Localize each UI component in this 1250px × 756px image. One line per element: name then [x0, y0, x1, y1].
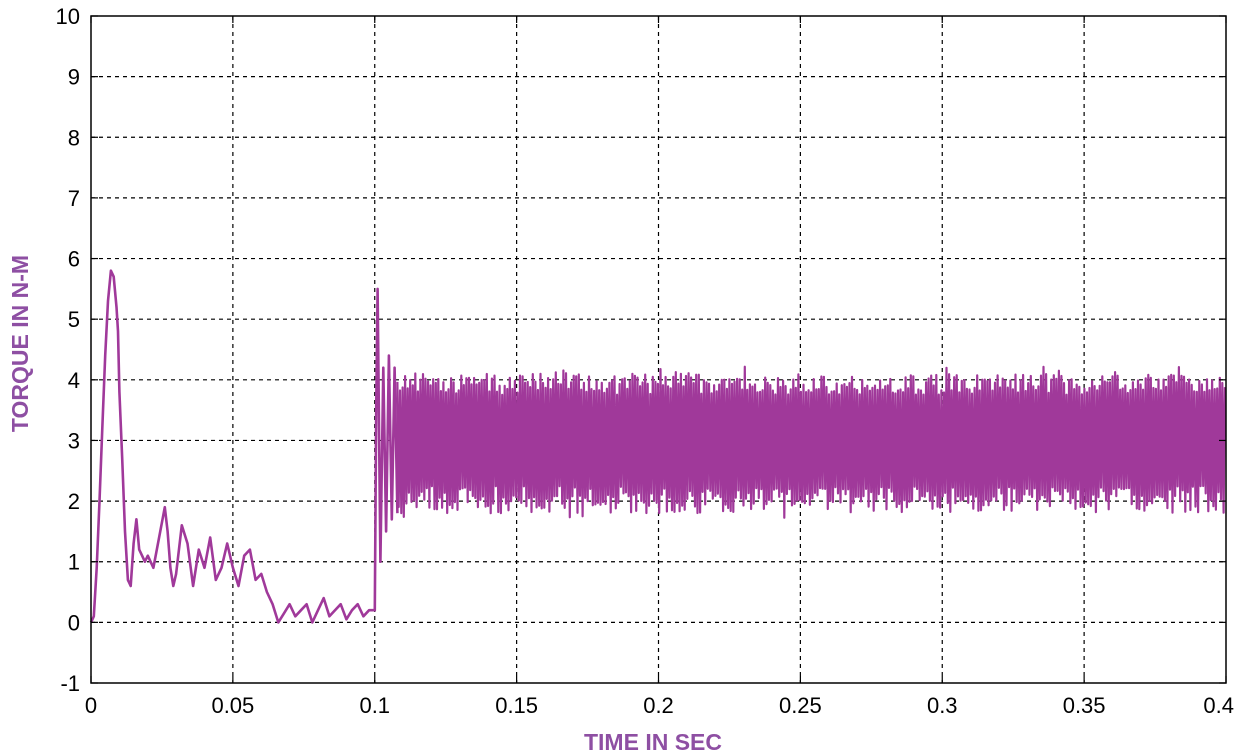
x-tick-label: 0.3 — [927, 693, 958, 718]
y-tick-label: -1 — [60, 671, 80, 696]
y-tick-label: 4 — [68, 368, 80, 393]
torque-series — [89, 269, 1226, 624]
y-tick-label: 7 — [68, 186, 80, 211]
x-tick-label: 0 — [85, 693, 97, 718]
x-tick-label: 0.25 — [779, 693, 822, 718]
x-tick-label: 0.4 — [1203, 693, 1234, 718]
y-tick-label: 0 — [68, 610, 80, 635]
tick-marks — [90, 15, 1227, 684]
x-tick-label: 0.1 — [359, 693, 390, 718]
x-tick-labels: 0 0.05 0.1 0.15 0.2 0.25 0.3 0.35 0.4 — [85, 693, 1234, 718]
y-tick-labels: -1 0 1 2 3 4 5 6 7 8 9 10 — [56, 4, 80, 696]
plot-frame — [90, 15, 1227, 684]
y-tick-label: 5 — [68, 307, 80, 332]
y-tick-label: 3 — [68, 428, 80, 453]
y-axis-title: TORQUE IN N-M — [7, 255, 33, 432]
y-tick-label: 1 — [68, 550, 80, 575]
x-tick-label: 0.05 — [211, 693, 254, 718]
x-tick-label: 0.35 — [1063, 693, 1106, 718]
y-tick-label: 6 — [68, 247, 80, 272]
y-tick-label: 2 — [68, 489, 80, 514]
x-axis-title: TIME IN SEC — [584, 729, 722, 755]
y-tick-label: 9 — [68, 65, 80, 90]
torque-transient-line — [89, 269, 399, 624]
grid-lines — [91, 16, 1226, 683]
x-tick-label: 0.2 — [643, 693, 674, 718]
torque-steady-oscillation — [396, 365, 1226, 519]
x-tick-label: 0.15 — [495, 693, 538, 718]
y-tick-label: 10 — [56, 4, 80, 29]
y-tick-label: 8 — [68, 125, 80, 150]
